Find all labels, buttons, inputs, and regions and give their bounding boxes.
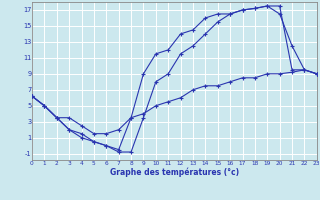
X-axis label: Graphe des températures (°c): Graphe des températures (°c)	[110, 167, 239, 177]
